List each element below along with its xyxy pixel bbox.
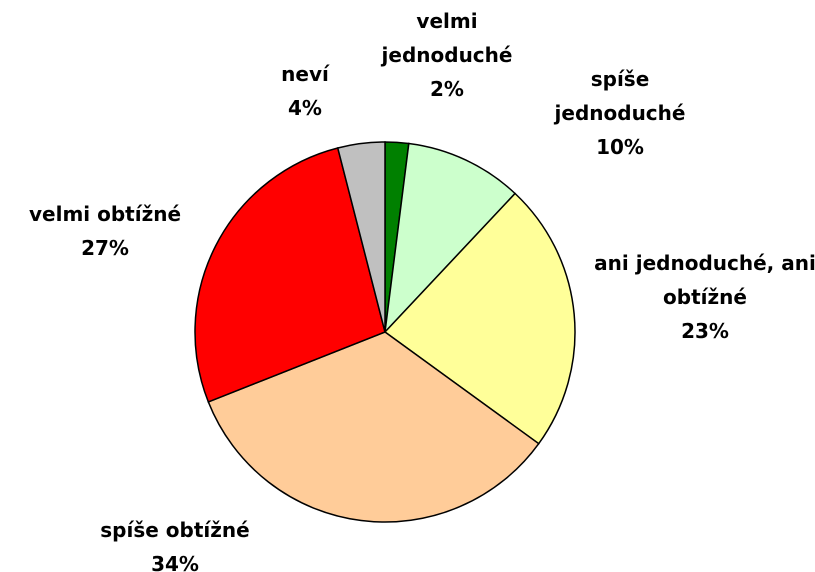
category-label: ani jednoduché, ani obtížné — [594, 251, 815, 309]
slice-label: spíše obtížné 34% — [45, 513, 305, 572]
slice-label: ani jednoduché, ani obtížné 23% — [585, 246, 815, 348]
value-label: 2% — [430, 77, 464, 101]
value-label: 10% — [596, 135, 644, 159]
category-label: spíše jednoduché — [554, 67, 686, 125]
value-label: 23% — [681, 319, 729, 343]
slice-label: neví 4% — [265, 57, 345, 125]
pie-slice — [336, 141, 386, 333]
category-label: spíše obtížné — [100, 518, 250, 542]
pie-slice — [383, 142, 517, 335]
slice-label: velmi obtížné 27% — [0, 197, 215, 265]
pie-slice — [207, 331, 540, 523]
category-label: velmi jednoduché — [381, 9, 513, 67]
value-label: 4% — [288, 96, 322, 120]
value-label: 34% — [151, 552, 199, 572]
pie-slice — [194, 147, 386, 403]
category-label: neví — [281, 62, 329, 86]
slice-label: spíše jednoduché 10% — [535, 62, 705, 164]
value-label: 27% — [81, 236, 129, 260]
pie-slice — [383, 192, 576, 445]
slice-label: velmi jednoduché 2% — [367, 4, 527, 106]
category-label: velmi obtížné — [28, 202, 182, 226]
